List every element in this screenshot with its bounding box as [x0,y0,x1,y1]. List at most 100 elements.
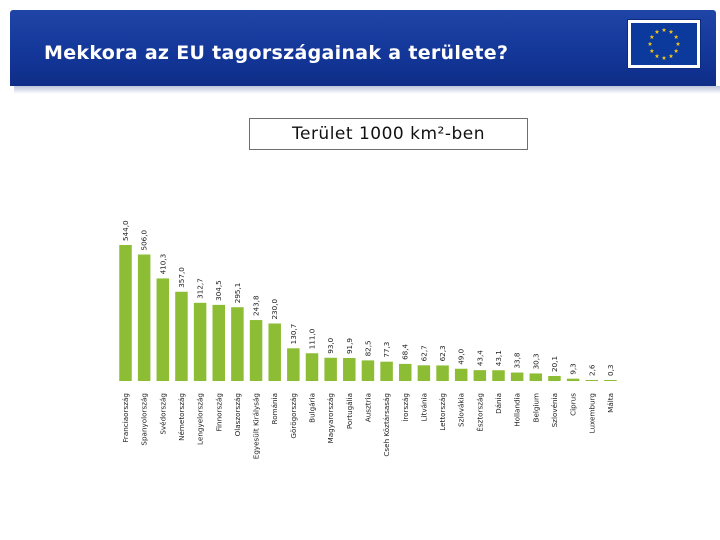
flag-star [661,27,667,32]
category-label: Dánia [494,393,503,414]
bar [399,363,412,381]
bar [604,380,617,381]
data-label: 111,0 [308,328,317,349]
category-label: Portugália [345,393,354,429]
bar [287,348,300,381]
bar [268,323,281,381]
flag-star [668,53,674,59]
bar [137,254,151,381]
data-label: 243,8 [252,295,261,316]
bar [454,368,468,381]
bar [417,365,431,381]
bar [566,378,580,382]
flag-star [661,55,667,60]
data-label: 62,3 [438,345,447,361]
header: Mekkora az EU tagországainak a területe? [0,0,720,94]
bar [436,365,449,381]
category-label: Ausztria [363,393,372,422]
header-shadow [14,86,720,94]
bar [212,304,225,382]
bar [585,380,598,381]
data-label: 410,3 [158,254,167,275]
data-label: 312,7 [196,278,205,299]
bar [175,291,188,381]
data-label: 295,1 [233,283,242,304]
data-label: 33,8 [513,352,522,368]
category-label: Bulgária [308,393,317,423]
data-label: 2,6 [587,364,596,376]
bar [492,370,505,381]
category-label: Románia [270,393,279,424]
bar [361,360,375,382]
data-label: 49,0 [457,348,466,364]
data-label: 506,0 [140,229,149,250]
category-label: Egyesült Királyság [252,393,261,459]
bar [305,353,319,381]
data-label: 304,5 [214,280,223,301]
data-label: 91,9 [345,338,354,354]
flag-star [675,41,681,46]
category-label: Magyarország [326,393,335,443]
bar [156,278,170,382]
bar [119,245,132,381]
bar [529,373,543,382]
flag-star [654,53,660,59]
category-label: Lettország [438,393,447,431]
category-label: Spanyolország [140,393,149,446]
category-label: Lengyelország [196,393,205,445]
category-label: Málta [606,393,615,413]
bar [380,361,393,381]
data-label: 544,0 [121,220,130,241]
flag-star [668,29,674,34]
data-label: 0,3 [606,365,615,376]
category-label: Írország [401,393,410,422]
category-label: Litvánia [419,393,428,421]
bar [510,372,524,381]
category-label: Franciaország [121,393,130,443]
category-label: Cseh Köztársaság [382,393,391,457]
data-label: 77,3 [382,342,391,358]
data-label: 230,0 [270,298,279,319]
data-label: 20,1 [550,356,559,372]
category-label: Luxemburg [587,393,596,433]
bar [473,370,487,381]
flag-star [654,29,660,34]
data-label: 130,7 [289,324,298,345]
flag-star [647,41,653,46]
category-label: Görögország [289,393,298,439]
category-label: Finnország [214,393,223,432]
data-label: 93,0 [326,337,335,353]
category-label: Ciprus [569,393,578,416]
data-label: 9,3 [569,363,578,374]
header-band [10,10,716,86]
category-label: Hollandia [513,393,522,427]
data-label: 357,0 [177,267,186,288]
data-label: 30,3 [531,353,540,369]
chart-title: Terület 1000 km²-ben [291,124,485,144]
bar [249,320,263,381]
data-label: 43,1 [494,350,503,366]
chart-title-box: Terület 1000 km²-ben [249,118,528,150]
category-label: Olaszország [233,393,242,436]
data-label: 43,4 [475,350,484,366]
flag-star [649,48,655,53]
data-label: 82,5 [363,340,372,356]
flag-star [673,48,679,53]
flag-star [649,34,655,39]
flag-star [673,34,679,39]
category-label: Észtország [475,393,484,432]
category-label: Svédország [158,393,167,435]
category-label: Szlovénia [550,393,559,427]
bar [231,307,244,382]
bar [548,375,561,382]
eu-flag-icon [627,19,701,69]
category-label: Belgium [531,393,540,422]
bar [343,358,356,381]
bar [324,357,337,381]
data-label: 62,7 [419,345,428,361]
page-title: Mekkora az EU tagországainak a területe? [44,42,509,64]
data-label: 68,4 [401,343,410,359]
bar [193,302,207,381]
category-label: Szlovákia [457,393,466,427]
